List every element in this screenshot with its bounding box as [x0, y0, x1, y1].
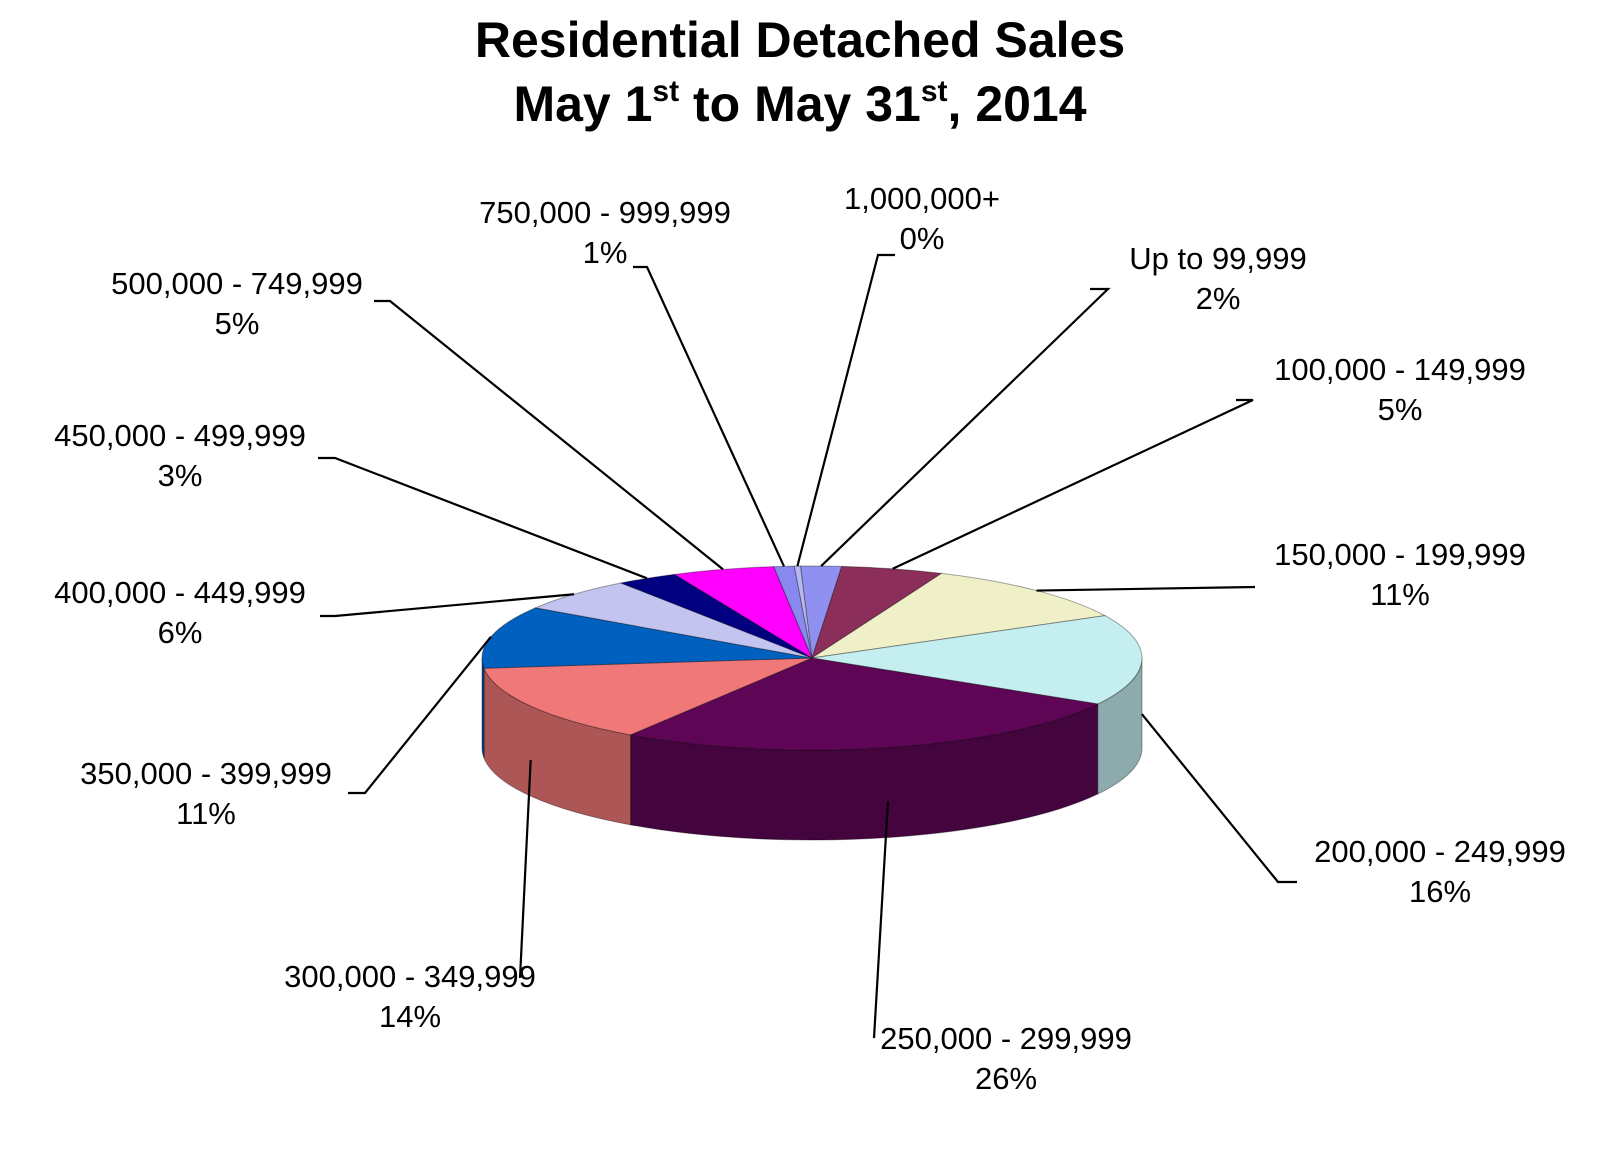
- leader-line-10: [633, 265, 785, 567]
- slice-percent-2: 11%: [1370, 577, 1430, 612]
- slice-percent-1: 5%: [1378, 392, 1423, 427]
- slice-percent-6: 11%: [176, 796, 236, 831]
- pie-slice-7: [533, 582, 813, 659]
- leader-line-7: [320, 593, 575, 618]
- slice-label-5: 300,000 - 349,999: [284, 959, 536, 994]
- slice-percent-3: 16%: [1409, 874, 1471, 909]
- leader-line-3: [1141, 713, 1297, 884]
- slice-percent-5: 14%: [379, 999, 441, 1034]
- pie-slice-9: [673, 566, 814, 660]
- pie-slice-8: [619, 573, 813, 659]
- leader-line-11: [796, 253, 895, 567]
- pie-slice-1: [811, 565, 944, 660]
- pie-slice-11: [793, 565, 813, 659]
- slice-label-2: 150,000 - 199,999: [1274, 537, 1526, 572]
- chart-title: Residential Detached Sales May 1st to Ma…: [0, 8, 1600, 136]
- slice-percent-11: 0%: [900, 221, 945, 256]
- pie-leader-lines: [318, 253, 1297, 1039]
- slice-label-4: 250,000 - 299,999: [880, 1021, 1132, 1056]
- title-part-c: , 2014: [947, 76, 1087, 132]
- slice-label-0: Up to 99,999: [1129, 241, 1307, 276]
- slice-label-11: 1,000,000+: [844, 181, 1000, 216]
- chart-title-line2: May 1st to May 31st, 2014: [0, 72, 1600, 136]
- chart-title-line1: Residential Detached Sales: [474, 12, 1126, 68]
- leader-line-2: [1036, 585, 1256, 592]
- title-part-a: May 1: [513, 76, 653, 132]
- pie-side-6: [481, 657, 485, 759]
- pie-slice-5: [483, 657, 813, 736]
- slice-label-8: 450,000 - 499,999: [54, 418, 306, 453]
- slice-label-9: 500,000 - 749,999: [111, 266, 363, 301]
- pie-slice-6: [481, 607, 813, 669]
- leader-line-5: [518, 760, 532, 979]
- leader-line-8: [318, 456, 648, 580]
- leader-line-6: [348, 636, 492, 795]
- pie-sides: [481, 657, 1143, 841]
- slice-percent-4: 26%: [975, 1061, 1037, 1096]
- slice-percent-7: 6%: [158, 615, 203, 650]
- slice-label-3: 200,000 - 249,999: [1314, 834, 1566, 869]
- pie-slice-4: [628, 657, 1100, 751]
- slice-percent-10: 1%: [583, 235, 628, 270]
- pie-labels: Up to 99,999 2% 100,000 - 149,999 5% 150,000…: [54, 181, 1566, 1096]
- slice-label-7: 400,000 - 449,999: [54, 575, 306, 610]
- slice-percent-8: 3%: [158, 458, 203, 493]
- slice-label-6: 350,000 - 399,999: [80, 756, 332, 791]
- leader-line-0: [820, 287, 1111, 567]
- title-sup-2: st: [920, 75, 948, 108]
- pie-slice-10: [772, 565, 813, 659]
- leader-line-4: [872, 801, 890, 1039]
- pie-tops: [481, 565, 1143, 751]
- leader-line-9: [374, 299, 724, 571]
- title-part-b: to May 31: [679, 76, 921, 132]
- slice-percent-0: 2%: [1196, 281, 1241, 316]
- leader-line-1: [892, 398, 1254, 570]
- pie-slice-3: [811, 615, 1143, 705]
- slice-percent-9: 5%: [215, 306, 260, 341]
- title-sup-1: st: [652, 75, 680, 108]
- slice-label-10: 750,000 - 999,999: [479, 195, 731, 230]
- slice-label-1: 100,000 - 149,999: [1274, 352, 1526, 387]
